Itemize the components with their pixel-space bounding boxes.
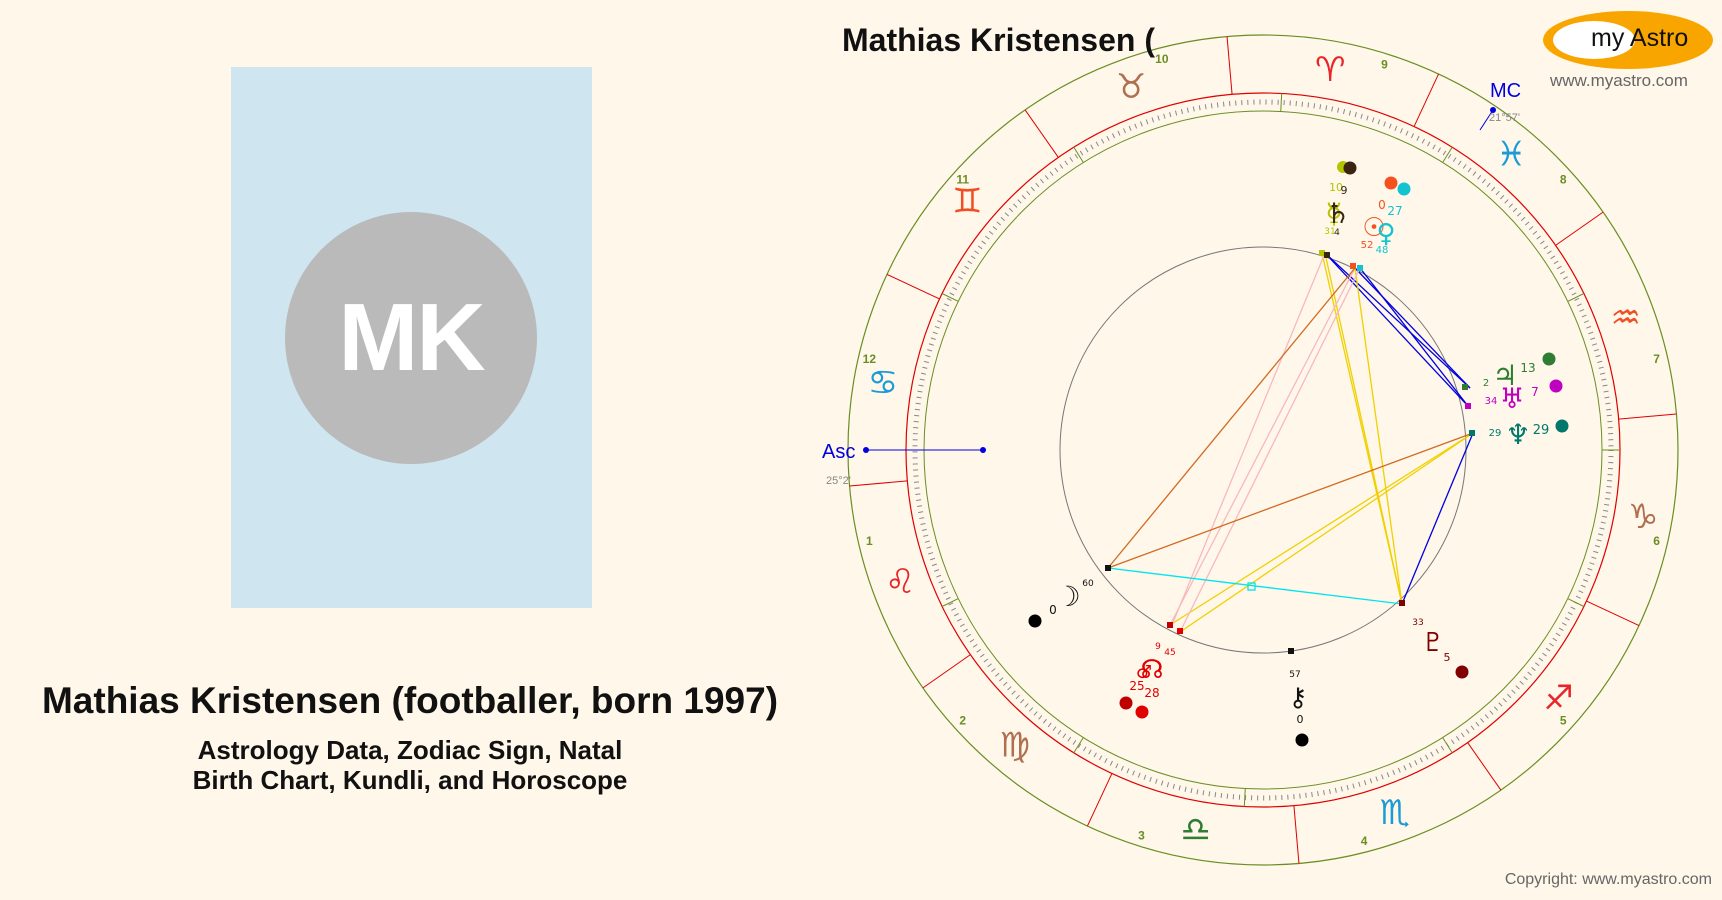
copyright-text: Copyright: www.myastro.com: [1504, 871, 1712, 888]
house-number-6: 6: [1653, 534, 1660, 548]
svg-text:25°2': 25°2': [826, 475, 851, 487]
myastro-logo[interactable]: my Astro: [1543, 11, 1713, 69]
page-subtitle: Astrology Data, Zodiac Sign, Natal Birth…: [0, 735, 820, 795]
taurus-sign-icon: ♉: [1116, 67, 1146, 107]
svg-text:9: 9: [1155, 642, 1161, 652]
svg-text:34: 34: [1485, 396, 1498, 407]
house-number-10: 10: [1155, 52, 1169, 66]
svg-text:♃: ♃: [1492, 359, 1517, 392]
svg-text:27: 27: [1387, 204, 1402, 218]
neptune-glyph: ♆ 29 29: [1489, 418, 1550, 451]
profile-photo-placeholder: MK: [231, 67, 592, 608]
svg-text:☿: ☿: [1325, 197, 1342, 230]
svg-text:♅: ♅: [1499, 382, 1524, 415]
mercury-glyph: ☿ 10 31: [1324, 181, 1343, 237]
svg-text:45: 45: [1164, 648, 1175, 658]
svg-text:5: 5: [1444, 651, 1451, 664]
svg-text:52: 52: [1361, 240, 1374, 251]
scorpio-sign-icon: ♏: [1380, 793, 1410, 833]
svg-text:29: 29: [1533, 423, 1550, 438]
sun-glyph: ☉0 52: [1361, 198, 1386, 251]
chiron-glyph: ⚷0 57: [1288, 670, 1307, 726]
house-number-3: 3: [1138, 828, 1145, 842]
uranus-glyph: ♅ 7 34: [1485, 382, 1539, 415]
libra-sign-icon: ♎: [1181, 810, 1211, 850]
svg-text:7: 7: [1531, 385, 1539, 399]
svg-text:⚷: ⚷: [1288, 683, 1307, 713]
svg-text:31: 31: [1324, 227, 1335, 237]
house-number-4: 4: [1361, 834, 1368, 848]
svg-text:29: 29: [1489, 428, 1502, 439]
logo-text: my Astro: [1591, 24, 1689, 52]
svg-text:♀: ♀: [1376, 219, 1395, 249]
house-number-5: 5: [1560, 713, 1567, 727]
capricorn-sign-icon: ♑: [1628, 497, 1658, 537]
svg-text:25: 25: [1129, 679, 1144, 693]
house-number-7: 7: [1653, 352, 1660, 366]
aquarius-sign-icon: ♒: [1611, 298, 1641, 338]
subtitle-line-1: Astrology Data, Zodiac Sign, Natal: [197, 735, 623, 765]
saturn-glyph: ♄9 4: [1325, 184, 1350, 238]
house-number-11: 11: [956, 173, 969, 187]
cancer-sign-icon: ♋: [868, 363, 898, 403]
aspect-circle: [1059, 246, 1467, 654]
svg-text:4: 4: [1334, 228, 1340, 238]
house-number-8: 8: [1560, 173, 1567, 187]
svg-text:☉: ☉: [1362, 213, 1385, 243]
site-url-link[interactable]: www.myastro.com: [1550, 71, 1688, 90]
leo-sign-icon: ♌: [885, 562, 915, 602]
svg-text:21°57': 21°57': [1489, 112, 1520, 124]
svg-text:MC: MC: [1490, 80, 1521, 102]
venus-glyph: ♀27 48: [1376, 204, 1403, 256]
svg-text:♆: ♆: [1505, 418, 1530, 451]
moon-glyph: ☽0 60: [1049, 579, 1094, 617]
avatar: MK: [285, 212, 537, 464]
virgo-sign-icon: ♍: [999, 726, 1029, 766]
house-number-12: 12: [863, 352, 877, 366]
svg-text:0: 0: [1049, 603, 1057, 617]
gemini-sign-icon: ♊: [952, 182, 982, 222]
svg-text:☊: ☊: [1140, 655, 1163, 685]
logo-inner-ellipse: [1553, 21, 1635, 59]
svg-text:10: 10: [1329, 181, 1343, 194]
outer-ring: [847, 34, 1679, 866]
svg-text:60: 60: [1082, 579, 1094, 589]
svg-text:48: 48: [1376, 245, 1389, 256]
degree-ring-inner: [923, 110, 1603, 790]
house-number-9: 9: [1381, 58, 1388, 72]
chart-title: Mathias Kristensen (: [842, 22, 1155, 58]
svg-text:♇: ♇: [1421, 628, 1444, 658]
house-number-2: 2: [959, 713, 966, 727]
svg-text:♂: ♂: [1136, 662, 1152, 683]
house-number-1: 1: [866, 534, 873, 548]
person-name-heading: Mathias Kristensen (footballer, born 199…: [41, 680, 779, 721]
svg-text:9: 9: [1341, 184, 1348, 197]
pisces-sign-icon: ♓: [1496, 134, 1526, 174]
mars-node-glyph: ☊♂945 25 28: [1129, 642, 1175, 700]
svg-text:0: 0: [1378, 198, 1386, 212]
svg-text:33: 33: [1412, 618, 1423, 628]
midheaven-marker: MC 21°57': [1479, 80, 1521, 131]
sagittarius-sign-icon: ♐: [1543, 678, 1573, 718]
svg-text:57: 57: [1289, 670, 1300, 680]
avatar-initials: MK: [338, 284, 485, 391]
svg-text:2: 2: [1483, 378, 1489, 389]
svg-text:28: 28: [1144, 686, 1159, 700]
svg-text:☽: ☽: [1055, 580, 1080, 613]
jupiter-glyph: ♃ 13 2: [1483, 359, 1536, 392]
svg-text:Asc: Asc: [822, 441, 855, 463]
pluto-glyph: ♇5 33: [1412, 618, 1450, 664]
svg-text:13: 13: [1520, 361, 1535, 375]
aries-sign-icon: ♈: [1315, 50, 1345, 90]
svg-text:♄: ♄: [1325, 197, 1350, 230]
ascendant-marker: Asc 25°2': [822, 441, 986, 487]
subtitle-line-2: Birth Chart, Kundli, and Horoscope: [192, 765, 628, 795]
svg-text:0: 0: [1297, 713, 1304, 726]
